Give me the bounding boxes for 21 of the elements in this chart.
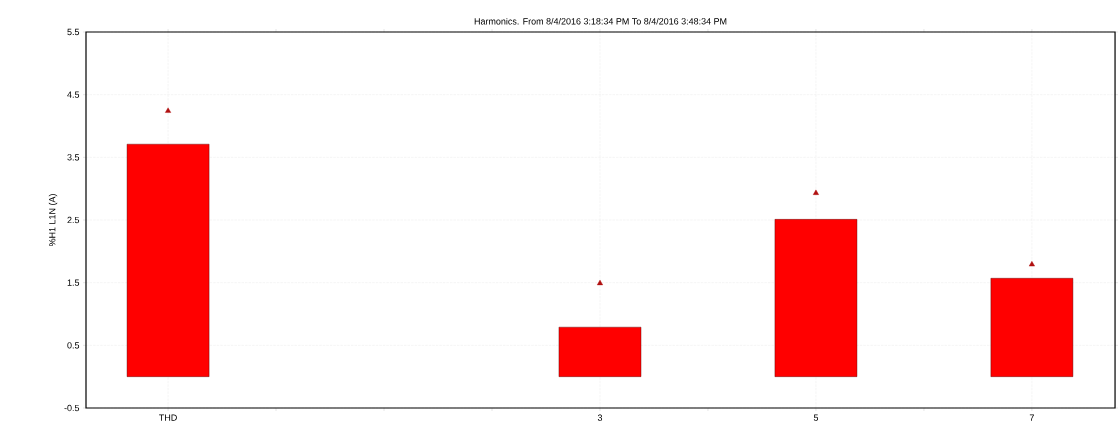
point [165, 107, 172, 113]
point [597, 279, 603, 286]
x-tick-label: 7 [1029, 414, 1034, 421]
y-tick-label: 5.5 [67, 28, 80, 36]
y-tick-label: 4.5 [67, 91, 80, 98]
x-tick-label: 5 [813, 414, 819, 421]
y-tick-label: 0.5 [67, 342, 80, 349]
bar [990, 278, 1074, 377]
y-tick-label: -0.5 [64, 404, 80, 412]
point [812, 189, 819, 195]
bar [774, 219, 858, 377]
y-tick-label: 1.5 [67, 279, 80, 286]
bar [558, 326, 642, 377]
y-tick-label: 3.5 [67, 154, 80, 161]
point [1028, 261, 1035, 267]
y-axis-title: %H1 L1N (A) [48, 194, 58, 247]
x-tick-label: 3 [597, 414, 603, 421]
chart-title: Harmonics. From 8/4/2016 3:18:34 PM To 8/4/2016 3:48:34 PM [474, 17, 727, 25]
y-tick-label: 2.5 [67, 216, 80, 224]
x-tick-label: THD [159, 414, 177, 421]
bar [126, 143, 210, 377]
